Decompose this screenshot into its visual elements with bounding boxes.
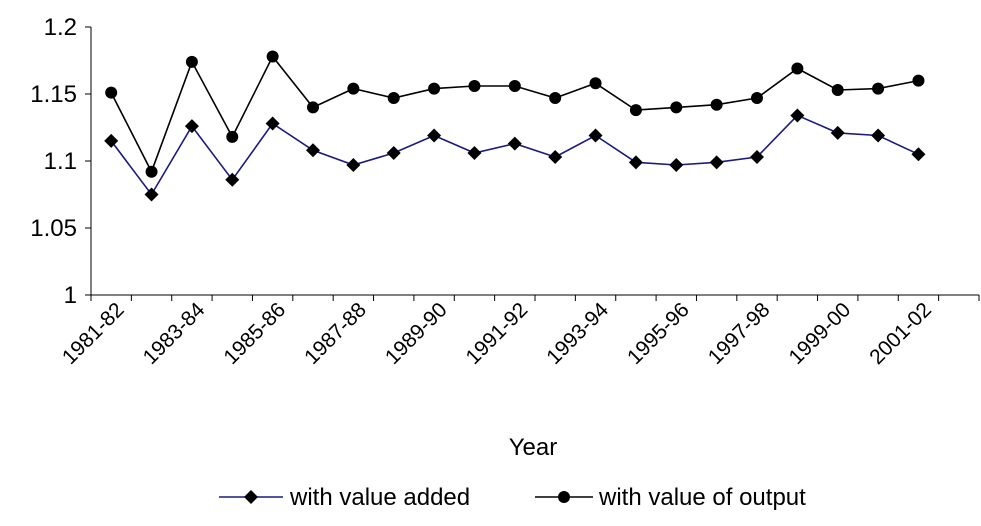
data-point (911, 147, 926, 162)
x-ticks: 1981-82 1983-84 1985-86 1987-88 1989-90 1991-… (58, 295, 980, 369)
x-tick-label: 1989-90 (381, 298, 452, 369)
data-point (872, 82, 885, 95)
data-point (709, 155, 724, 170)
data-point (225, 172, 240, 187)
data-point (347, 82, 360, 95)
data-point (307, 101, 319, 114)
data-point (669, 158, 684, 173)
x-tick-label: 1997-98 (704, 298, 775, 369)
data-point (428, 82, 441, 95)
data-point (871, 128, 886, 143)
y-ticks: 1 1.05 1.1 1.15 1.2 (30, 14, 91, 309)
data-point (105, 86, 118, 99)
legend-label: with value of output (598, 484, 806, 511)
data-point (226, 130, 239, 143)
data-point (346, 158, 361, 173)
series-1 (104, 108, 926, 202)
data-point (104, 133, 119, 148)
data-point (791, 62, 804, 75)
x-tick-label: 1999-00 (784, 298, 855, 369)
data-point (912, 74, 925, 87)
legend-label: with value added (289, 484, 470, 511)
y-tick-label: 1.2 (44, 14, 77, 41)
data-point (467, 145, 482, 160)
data-point (750, 149, 764, 164)
data-point (710, 98, 723, 111)
x-tick-label: 1993-94 (542, 298, 613, 369)
y-tick-label: 1.1 (44, 148, 77, 175)
x-axis-title: Year (509, 434, 558, 461)
x-tick-label: 1983-84 (139, 298, 210, 369)
data-point (830, 125, 845, 140)
data-point (751, 92, 763, 105)
data-point (670, 101, 683, 114)
data-point (468, 79, 481, 92)
data-point (548, 149, 563, 164)
data-point (387, 92, 400, 105)
x-tick-label: 1995-96 (623, 298, 694, 369)
series-layer (104, 50, 926, 202)
data-point (427, 128, 442, 143)
legend-item: with value added (219, 484, 470, 511)
data-point (145, 165, 158, 178)
data-point (588, 128, 603, 143)
x-tick-label: 2001-02 (865, 298, 936, 369)
x-tick-label: 1991-92 (462, 298, 533, 369)
data-point (790, 108, 805, 123)
data-point (386, 145, 401, 160)
legend-item: with value of output (535, 484, 806, 511)
data-point (144, 187, 159, 202)
data-point (184, 119, 199, 134)
legend: with value added with value of output (219, 484, 806, 511)
legend-marker (244, 490, 258, 504)
x-tick-label: 1987-88 (300, 298, 371, 369)
data-point (831, 83, 844, 96)
legend-marker (558, 491, 570, 503)
y-tick-label: 1.15 (30, 81, 77, 108)
y-tick-label: 1 (64, 282, 77, 309)
data-point (549, 92, 562, 105)
data-point (265, 116, 280, 131)
data-point (508, 79, 521, 92)
x-tick-label: 1985-86 (219, 298, 290, 369)
data-point (589, 77, 602, 90)
data-point (628, 155, 643, 170)
series-2 (105, 50, 925, 178)
axes (90, 27, 979, 296)
data-point (185, 55, 198, 68)
data-point (306, 143, 320, 158)
data-point (629, 104, 642, 117)
data-point (507, 136, 522, 151)
data-point (266, 50, 279, 63)
y-tick-label: 1.05 (30, 215, 77, 242)
